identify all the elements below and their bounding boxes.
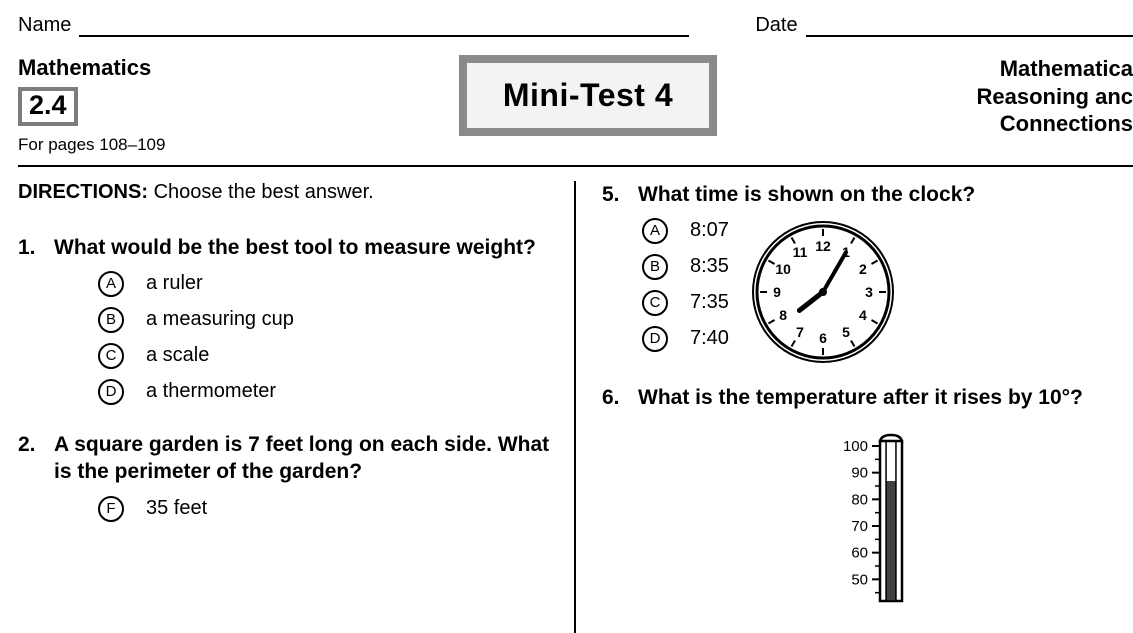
choice-letter: B bbox=[98, 307, 124, 333]
choice-letter: B bbox=[642, 254, 668, 280]
question-5-number: 5. bbox=[602, 181, 628, 208]
directions-text: Choose the best answer. bbox=[154, 181, 374, 203]
question-2: 2. A square garden is 7 feet long on eac… bbox=[18, 431, 556, 522]
meta-right: Mathematica Reasoning anc Connections bbox=[788, 55, 1133, 138]
svg-text:60: 60 bbox=[851, 545, 868, 562]
svg-text:50: 50 bbox=[851, 572, 868, 589]
svg-text:10: 10 bbox=[775, 261, 791, 277]
topic-line-2: Reasoning anc bbox=[788, 83, 1133, 111]
name-input-line[interactable] bbox=[79, 17, 689, 37]
topic-line-3: Connections bbox=[788, 110, 1133, 138]
date-label: Date bbox=[755, 14, 797, 37]
choice-text: 35 feet bbox=[146, 497, 207, 520]
column-divider bbox=[574, 181, 576, 633]
question-2-number: 2. bbox=[18, 431, 44, 486]
choice-letter: C bbox=[642, 290, 668, 316]
svg-text:8: 8 bbox=[779, 307, 787, 323]
choice-text: 7:40 bbox=[690, 327, 729, 350]
content-columns: DIRECTIONS: Choose the best answer. 1. W… bbox=[18, 181, 1133, 633]
column-left: DIRECTIONS: Choose the best answer. 1. W… bbox=[18, 181, 574, 633]
question-1-head: 1. What would be the best tool to measur… bbox=[18, 234, 556, 261]
svg-text:70: 70 bbox=[851, 518, 868, 535]
choice-letter: C bbox=[98, 343, 124, 369]
svg-text:5: 5 bbox=[842, 324, 850, 340]
directions: DIRECTIONS: Choose the best answer. bbox=[18, 181, 556, 204]
choice-letter: F bbox=[98, 496, 124, 522]
date-input-line[interactable] bbox=[806, 17, 1133, 37]
question-6-text: What is the temperature after it rises b… bbox=[638, 384, 1083, 411]
choice-1d[interactable]: D a thermometer bbox=[98, 379, 556, 405]
question-1: 1. What would be the best tool to measur… bbox=[18, 234, 556, 405]
subject-label: Mathematics bbox=[18, 55, 388, 81]
question-1-number: 1. bbox=[18, 234, 44, 261]
choice-5b[interactable]: B 8:35 bbox=[642, 254, 729, 280]
test-title-box: Mini-Test 4 bbox=[459, 55, 717, 136]
meta-row: Mathematics 2.4 For pages 108–109 Mini-T… bbox=[18, 55, 1133, 155]
choice-5c[interactable]: C 7:35 bbox=[642, 290, 729, 316]
name-label: Name bbox=[18, 14, 71, 37]
column-right: 5. What time is shown on the clock? A 8:… bbox=[588, 181, 1133, 633]
thermometer-icon: 100 90 80 70 60 50 bbox=[808, 427, 928, 607]
svg-text:7: 7 bbox=[796, 324, 804, 340]
meta-left: Mathematics 2.4 For pages 108–109 bbox=[18, 55, 388, 155]
choice-1c[interactable]: C a scale bbox=[98, 343, 556, 369]
choice-text: 7:35 bbox=[690, 291, 729, 314]
header-row: Name Date bbox=[18, 14, 1133, 37]
svg-text:11: 11 bbox=[793, 244, 808, 260]
question-2-text: A square garden is 7 feet long on each s… bbox=[54, 431, 556, 486]
choice-5a[interactable]: A 8:07 bbox=[642, 218, 729, 244]
pages-note: For pages 108–109 bbox=[18, 135, 388, 155]
header-divider bbox=[18, 165, 1133, 167]
section-number-box: 2.4 bbox=[18, 87, 78, 126]
svg-text:100: 100 bbox=[842, 438, 867, 455]
question-1-text: What would be the best tool to measure w… bbox=[54, 234, 536, 261]
question-5-head: 5. What time is shown on the clock? bbox=[602, 181, 1133, 208]
choice-letter: A bbox=[98, 271, 124, 297]
question-6-body: 100 90 80 70 60 50 bbox=[602, 427, 1133, 607]
choice-text: 8:07 bbox=[690, 219, 729, 242]
meta-center: Mini-Test 4 bbox=[388, 55, 788, 136]
clock-icon: 121234567891011 bbox=[749, 218, 897, 366]
svg-text:6: 6 bbox=[819, 330, 827, 346]
choice-letter: D bbox=[98, 379, 124, 405]
question-6-number: 6. bbox=[602, 384, 628, 411]
topic-line-1: Mathematica bbox=[788, 55, 1133, 83]
svg-text:4: 4 bbox=[859, 307, 867, 323]
choice-letter: D bbox=[642, 326, 668, 352]
question-5-choices: A 8:07 B 8:35 C 7:35 D 7:40 bbox=[642, 218, 729, 362]
choice-text: a measuring cup bbox=[146, 308, 294, 331]
question-5: 5. What time is shown on the clock? A 8:… bbox=[602, 181, 1133, 366]
question-5-body: A 8:07 B 8:35 C 7:35 D 7:40 bbox=[602, 218, 1133, 366]
svg-text:80: 80 bbox=[851, 492, 868, 509]
question-6: 6. What is the temperature after it rise… bbox=[602, 384, 1133, 607]
directions-label: DIRECTIONS: bbox=[18, 181, 148, 203]
svg-text:9: 9 bbox=[773, 284, 781, 300]
choice-letter: A bbox=[642, 218, 668, 244]
question-1-choices: A a ruler B a measuring cup C a scale D … bbox=[98, 271, 556, 405]
choice-text: a scale bbox=[146, 344, 209, 367]
question-2-choices: F 35 feet bbox=[98, 496, 556, 522]
choice-5d[interactable]: D 7:40 bbox=[642, 326, 729, 352]
svg-text:90: 90 bbox=[851, 465, 868, 482]
svg-text:3: 3 bbox=[865, 284, 873, 300]
svg-text:12: 12 bbox=[815, 238, 831, 254]
svg-text:2: 2 bbox=[859, 261, 867, 277]
choice-1b[interactable]: B a measuring cup bbox=[98, 307, 556, 333]
choice-text: a ruler bbox=[146, 272, 203, 295]
choice-2f[interactable]: F 35 feet bbox=[98, 496, 556, 522]
question-5-text: What time is shown on the clock? bbox=[638, 181, 975, 208]
question-6-head: 6. What is the temperature after it rise… bbox=[602, 384, 1133, 411]
question-2-head: 2. A square garden is 7 feet long on eac… bbox=[18, 431, 556, 486]
choice-1a[interactable]: A a ruler bbox=[98, 271, 556, 297]
choice-text: 8:35 bbox=[690, 255, 729, 278]
choice-text: a thermometer bbox=[146, 380, 276, 403]
